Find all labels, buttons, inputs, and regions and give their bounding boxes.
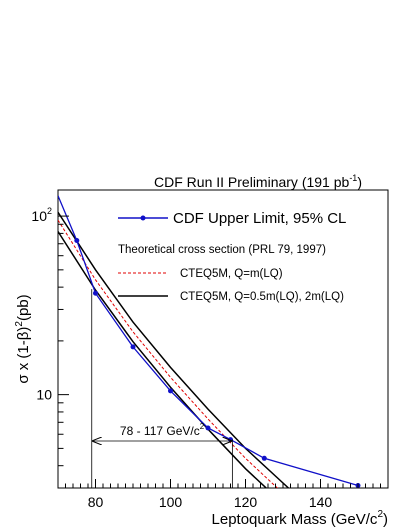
legend-marker-upper-limit	[140, 215, 146, 221]
chart-header: CDF Run II Preliminary (191 pb-1)	[154, 173, 362, 190]
y-axis-label: σ x (1-β)2(pb)	[14, 294, 32, 383]
x-tick-label: 120	[234, 494, 258, 510]
theory-band-line-1	[58, 231, 268, 488]
legend-label-upper-limit: CDF Upper Limit, 95% CL	[173, 210, 346, 227]
theory-band-line-0	[58, 211, 290, 488]
y-tick-label: 102	[31, 206, 52, 224]
x-tick-label: 80	[88, 494, 104, 510]
upper-limit-point	[168, 388, 173, 394]
upper-limit-point	[261, 455, 267, 461]
legend-theory-header: Theoretical cross section (PRL 79, 1997)	[118, 244, 326, 256]
x-tick-label: 140	[309, 494, 333, 510]
x-tick-label: 100	[159, 494, 183, 510]
plot-frame	[57, 189, 389, 489]
upper-limit-point	[93, 290, 98, 296]
upper-limit-line	[58, 195, 359, 487]
y-tick-label: 10	[36, 387, 52, 403]
legend-label-central: CTEQ5M, Q=m(LQ)	[180, 268, 283, 280]
mass-range-label: 78 - 117 GeV/c2	[120, 422, 205, 438]
x-axis-label: Leptoquark Mass (GeV/c2)	[212, 509, 388, 528]
upper-limit-point	[205, 425, 211, 431]
legend: CDF Upper Limit, 95% CL Theoretical cros…	[118, 210, 346, 303]
theory-central-line	[58, 219, 279, 488]
upper-limit-point	[74, 238, 80, 243]
legend-label-band: CTEQ5M, Q=0.5m(LQ), 2m(LQ)	[180, 291, 344, 303]
upper-limit-point	[130, 344, 136, 350]
